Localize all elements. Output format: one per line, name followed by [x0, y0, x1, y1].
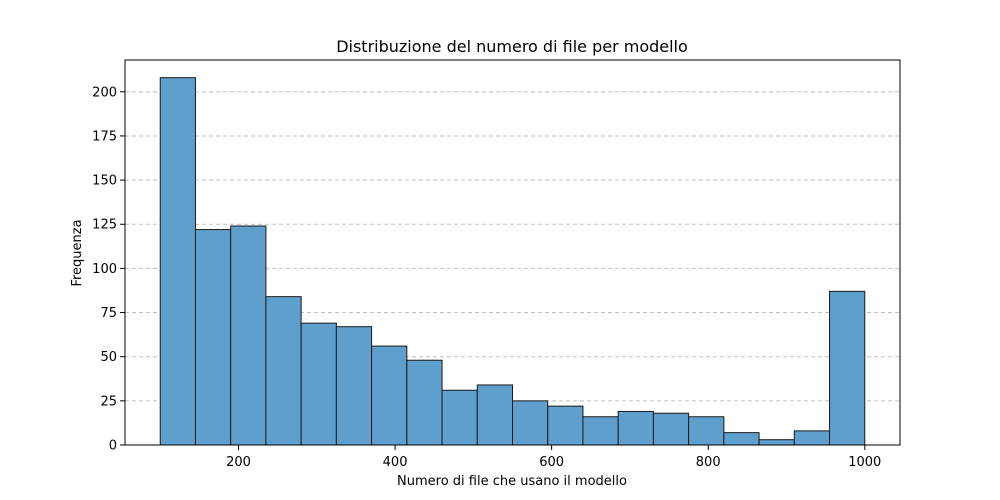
y-tick-label-125: 125	[92, 218, 117, 233]
y-tick-label-75: 75	[100, 306, 117, 321]
histogram-bar-3	[230, 225, 267, 446]
x-tick-label-600: 600	[539, 455, 564, 470]
histogram-bar-17	[723, 432, 760, 446]
histogram-bar-8	[406, 359, 443, 446]
y-tick-label-200: 200	[92, 85, 117, 100]
chart-title: Distribuzione del numero di file per mod…	[336, 37, 688, 56]
y-axis: 0 25 50 75 100 125 150 175 200	[92, 85, 125, 454]
x-tick-label-400: 400	[383, 455, 408, 470]
y-tick-label-175: 175	[92, 129, 117, 144]
histogram-bar-10	[476, 384, 514, 446]
histogram-bar-6	[335, 326, 373, 446]
y-axis-title: Frequenza	[70, 219, 85, 286]
plot-frame	[124, 59, 901, 446]
y-tick-label-0: 0	[109, 439, 117, 454]
histogram-bar-11	[512, 400, 549, 446]
x-axis: 200 400 600 800 1000	[226, 445, 881, 470]
histogram-bar-2	[194, 229, 232, 446]
x-axis-title: Numero di file che usano il modello	[397, 474, 627, 489]
histogram-bars	[159, 77, 866, 446]
x-tick-label-200: 200	[226, 455, 251, 470]
histogram-bar-9	[441, 389, 478, 446]
histogram-bar-5	[300, 322, 337, 446]
histogram-bar-1	[159, 77, 196, 446]
histogram-bar-13	[582, 416, 619, 446]
y-tick-label-25: 25	[100, 394, 117, 409]
histogram-bar-15	[652, 412, 690, 446]
y-tick-label-100: 100	[92, 262, 117, 277]
histogram-bar-19	[793, 430, 831, 446]
histogram-bar-7	[371, 345, 408, 446]
y-tick-label-150: 150	[92, 174, 117, 189]
histogram-bar-16	[688, 416, 725, 446]
histogram-bar-4	[265, 296, 302, 446]
histogram-bar-20	[829, 290, 866, 446]
x-tick-label-800: 800	[696, 455, 721, 470]
histogram-bar-18	[758, 439, 795, 446]
y-tick-label-50: 50	[100, 350, 117, 365]
x-tick-label-1000: 1000	[848, 455, 881, 470]
histogram-bar-14	[617, 410, 654, 446]
histogram-bar-12	[547, 405, 584, 446]
